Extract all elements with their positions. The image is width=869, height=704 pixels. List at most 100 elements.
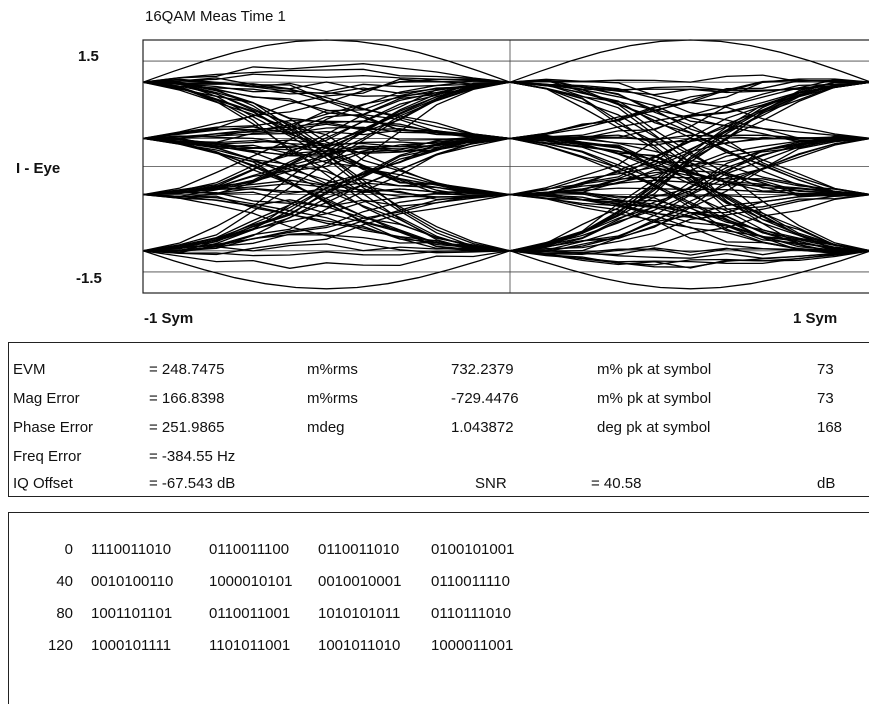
meas-value: = -384.55 Hz: [149, 448, 236, 465]
eye-trace: [142, 81, 511, 140]
eye-trace: [509, 81, 869, 143]
demod-bits-panel: 0 1110011010 0110011100 0110011010 01001…: [8, 512, 869, 704]
bit-group: 1110011010: [91, 541, 172, 558]
eye-trace: [142, 193, 511, 256]
eye-trace: [142, 250, 511, 269]
measurement-panel: EVM = 248.7475 m%rms 732.2379 m% pk at s…: [8, 342, 869, 497]
eye-trace: [142, 81, 511, 253]
eye-trace: [509, 191, 869, 252]
meas-value: = -67.543 dB: [149, 475, 236, 492]
bit-group: 0110011100: [209, 541, 290, 558]
bit-index: 120: [47, 637, 73, 654]
bit-group: 0010100110: [91, 573, 174, 590]
eye-trace: [509, 194, 869, 252]
eye-trace: [509, 81, 869, 252]
eye-diagram: [142, 39, 869, 294]
meas-value: = 251.9865: [149, 419, 225, 436]
meas-name: Phase Error: [13, 419, 94, 436]
bit-group: 1101011001: [209, 637, 291, 654]
eye-trace: [509, 81, 869, 252]
meas-symbol: 168: [817, 419, 843, 436]
bit-group: 1001101101: [91, 605, 173, 622]
eye-trace: [509, 79, 869, 195]
eye-trace: [142, 80, 511, 91]
snr-label: SNR: [475, 475, 507, 492]
bit-group: 1001011010: [318, 637, 401, 654]
eye-trace: [142, 81, 511, 198]
eye-trace: [509, 134, 869, 141]
eye-trace: [142, 78, 511, 140]
eye-trace: [509, 81, 869, 196]
meas-unit: m%rms: [307, 361, 358, 378]
bit-group: 0110011110: [431, 573, 510, 590]
eye-trace: [142, 68, 511, 83]
meas-peak-unit: deg pk at symbol: [597, 419, 711, 436]
chart-title: 16QAM Meas Time 1: [145, 8, 286, 25]
meas-unit: m%rms: [307, 390, 358, 407]
eye-trace: [142, 77, 511, 140]
eye-trace: [142, 137, 511, 252]
eye-trace: [509, 138, 869, 253]
snr-unit: dB: [817, 475, 836, 492]
eye-trace: [509, 134, 869, 252]
x-tick-left: -1 Sym: [144, 310, 194, 327]
eye-trace: [509, 137, 869, 252]
eye-trace-envelope: [142, 250, 511, 290]
eye-trace: [142, 81, 511, 198]
bit-index: 40: [56, 573, 73, 590]
eye-trace: [509, 193, 869, 253]
meas-name: IQ Offset: [13, 475, 73, 492]
meas-name: Mag Error: [13, 390, 80, 407]
eye-trace: [142, 193, 511, 252]
eye-trace: [142, 81, 511, 196]
eye-trace: [142, 81, 511, 93]
eye-trace: [509, 176, 869, 196]
y-tick-min: -1.5: [76, 270, 102, 287]
meas-name: Freq Error: [13, 448, 82, 465]
eye-trace: [142, 193, 511, 254]
eye-trace: [142, 81, 511, 252]
eye-trace: [142, 80, 511, 196]
eye-trace: [509, 135, 869, 252]
eye-trace: [142, 78, 511, 140]
meas-symbol: 73: [817, 361, 834, 378]
measurement-row-iq-offset: IQ Offset = -67.543 dB SNR = 40.58 dB: [9, 475, 869, 495]
meas-peak-unit: m% pk at symbol: [597, 390, 712, 407]
snr-value: = 40.58: [591, 475, 642, 492]
meas-peak: 1.043872: [451, 419, 514, 436]
meas-peak-unit: m% pk at symbol: [597, 361, 712, 378]
bit-index: 80: [56, 605, 73, 622]
eye-trace: [142, 191, 511, 252]
eye-trace: [509, 250, 869, 268]
eye-trace: [142, 137, 511, 252]
eye-trace: [142, 81, 511, 196]
eye-trace: [509, 78, 869, 140]
eye-trace: [509, 137, 869, 196]
eye-trace: [509, 81, 869, 252]
eye-trace: [142, 249, 511, 257]
eye-trace: [509, 137, 869, 255]
bit-group: 0110111010: [431, 605, 512, 622]
measurement-row-evm: EVM = 248.7475 m%rms 732.2379 m% pk at s…: [9, 361, 869, 381]
meas-peak: -729.4476: [451, 390, 519, 407]
eye-trace: [509, 194, 869, 256]
eye-trace: [509, 192, 869, 252]
measurement-row-mag-error: Mag Error = 166.8398 m%rms -729.4476 m% …: [9, 390, 869, 410]
bit-index: 0: [64, 541, 73, 558]
bit-group: 1000011001: [431, 637, 514, 654]
eye-trace: [509, 74, 869, 83]
eye-trace: [509, 81, 869, 252]
bit-group: 1000101111: [91, 637, 172, 654]
eye-trace: [509, 191, 869, 199]
y-axis-label: I - Eye: [16, 160, 61, 177]
eye-trace: [142, 137, 511, 198]
eye-trace: [142, 78, 511, 140]
eye-traces: [142, 39, 869, 290]
bit-group: 1010101011: [318, 605, 401, 622]
eye-trace: [509, 137, 869, 196]
meas-symbol: 73: [817, 390, 834, 407]
eye-trace: [142, 63, 511, 83]
eye-trace-envelope: [509, 250, 869, 290]
measurement-row-freq-error: Freq Error = -384.55 Hz: [9, 448, 869, 468]
eye-trace: [509, 179, 869, 196]
